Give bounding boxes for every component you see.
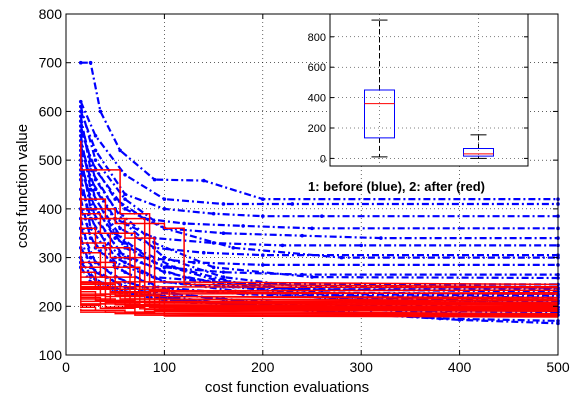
main-y-tick-label: 800 [39, 6, 63, 22]
main-x-tick-label: 500 [546, 359, 570, 375]
before-series-point [241, 224, 245, 228]
before-series-point [78, 124, 83, 128]
before-series-point [300, 233, 304, 238]
main-y-tick-label: 100 [39, 347, 63, 363]
before-series-point [201, 178, 206, 183]
before-series-point [78, 114, 83, 119]
before-series-point [78, 99, 83, 104]
before-series-point [310, 275, 314, 279]
before-series-line [80, 61, 558, 201]
inset-y-tick-label: 400 [308, 93, 326, 105]
before-series-point [123, 192, 127, 197]
before-series-point [162, 197, 167, 201]
before-series-point [93, 148, 98, 153]
before-series-point [261, 263, 265, 267]
before-series-point [359, 243, 364, 248]
before-series-point [221, 275, 226, 279]
before-series-point [88, 255, 93, 260]
before-series-point [320, 214, 324, 218]
before-series-point [78, 104, 83, 109]
main-axes-frame [65, 13, 559, 356]
main-y-tick-label: 600 [39, 103, 63, 119]
main-y-tick-label: 200 [39, 298, 63, 314]
main-x-tick-label: 400 [448, 359, 472, 375]
after-series-line [80, 311, 559, 318]
main-x-tick-label: 300 [350, 359, 374, 375]
before-series-point [93, 177, 98, 182]
before-series-point [93, 187, 98, 192]
main-x-tick-label: 100 [153, 359, 177, 375]
before-series-point [221, 270, 226, 274]
after-series-line [80, 279, 559, 299]
before-series-point [221, 202, 226, 206]
before-series-point [123, 207, 127, 211]
before-series-point [231, 246, 236, 250]
before-series-point [98, 109, 103, 114]
after-series-line [80, 284, 559, 294]
inset-plot-area [330, 14, 528, 166]
before-series-point [261, 197, 265, 201]
before-series-point [118, 148, 122, 153]
main-x-axis-label: cost function evaluations [205, 379, 369, 396]
before-series-point [118, 226, 122, 231]
inset-y-tick-label: 600 [308, 62, 326, 74]
before-series-point [118, 250, 122, 255]
before-series-point [78, 133, 83, 138]
before-series-point [261, 253, 265, 257]
main-y-tick-label: 700 [39, 55, 63, 71]
after-series-line [80, 299, 559, 313]
inset-y-tick-label: 800 [308, 32, 326, 44]
inset-y-tick-label: 200 [308, 123, 326, 135]
before-series-point [152, 177, 157, 182]
before-series-point [123, 270, 127, 274]
main-y-axis-label: cost function value [14, 124, 31, 248]
before-series-point [162, 207, 167, 211]
before-series-point [88, 60, 93, 65]
before-series-point [93, 133, 98, 138]
before-series-point [379, 236, 383, 240]
before-series-point [123, 241, 127, 245]
before-series-point [339, 255, 344, 260]
before-series-line [79, 130, 558, 240]
before-series-point [221, 231, 226, 236]
before-series-point [280, 243, 285, 248]
inset-legend-note: 1: before (blue), 2: after (red) [308, 179, 485, 194]
before-series-point [78, 60, 83, 65]
before-series-line [79, 111, 558, 218]
before-series-point [123, 197, 127, 201]
box-iqr [463, 148, 494, 157]
before-series-point [261, 214, 265, 218]
main-y-tick-label: 400 [39, 201, 63, 217]
before-series-point [123, 260, 127, 265]
after-series-line [80, 291, 559, 309]
before-series-point [172, 265, 177, 270]
before-series-point [123, 172, 127, 177]
before-series-point [162, 255, 167, 260]
inset-axes: 0 200 400 600 800 [308, 13, 529, 167]
inset-y-tick-label: 0 [320, 153, 326, 165]
before-series-point [211, 265, 216, 270]
after-series-line [80, 184, 559, 288]
before-series-point [192, 260, 196, 265]
before-series-point [211, 211, 216, 216]
before-series-line [79, 120, 558, 230]
inset-axes-frame [329, 13, 529, 167]
main-x-tick-label: 0 [62, 359, 70, 375]
before-series-point [182, 221, 186, 226]
box-iqr [364, 89, 395, 139]
before-series-point [201, 250, 206, 255]
before-series-point [310, 226, 314, 231]
before-series-point [88, 187, 93, 192]
before-series-point [290, 202, 295, 206]
before-series-point [93, 158, 98, 162]
before-series-point [78, 172, 83, 177]
main-x-tick-label: 200 [251, 359, 275, 375]
main-y-tick-label: 500 [39, 152, 63, 168]
main-y-tick-label: 300 [39, 250, 63, 266]
before-series-line [79, 140, 558, 247]
before-series-point [457, 318, 462, 322]
